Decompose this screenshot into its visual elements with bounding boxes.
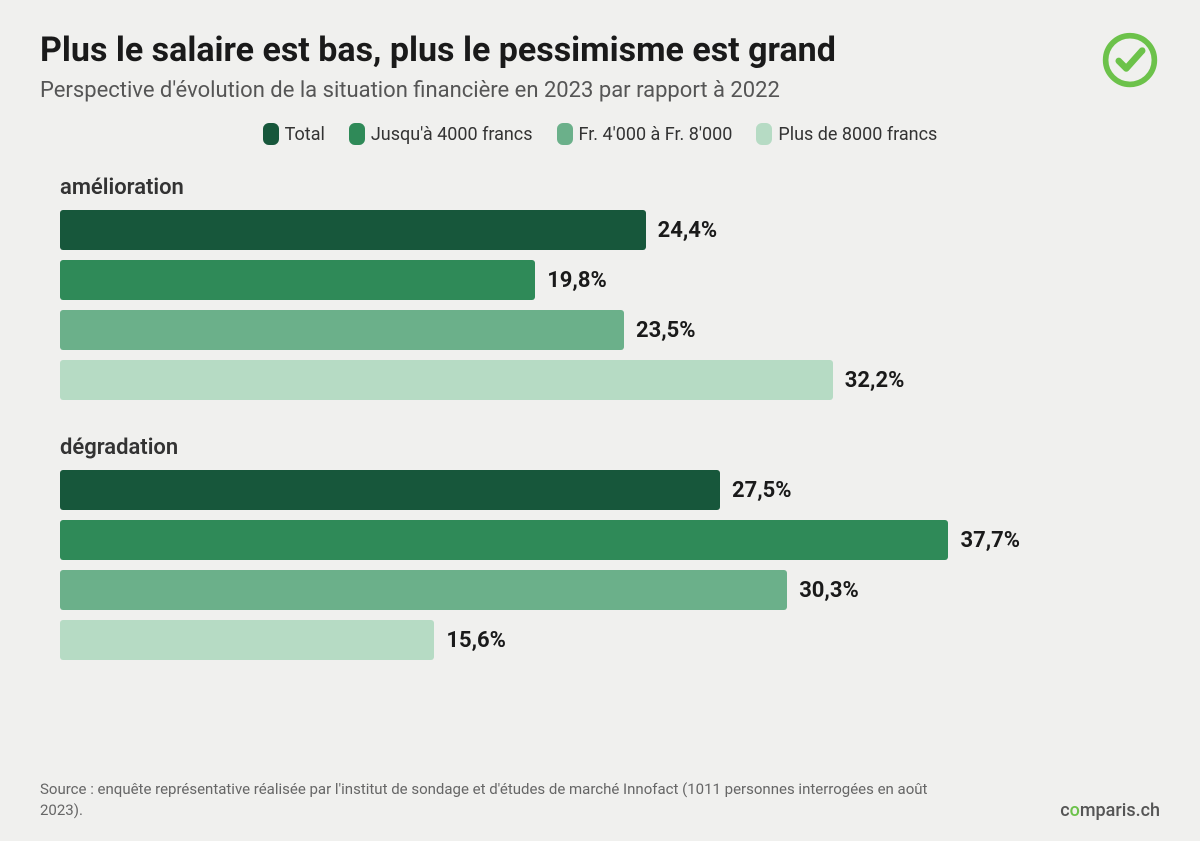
brand-prefix: c: [1060, 800, 1069, 821]
bar-container: 15,6%: [60, 620, 1020, 660]
bar-container: 24,4%: [60, 210, 1020, 250]
bar: [60, 520, 948, 560]
value-label: 23,5%: [636, 318, 696, 343]
legend-label: Jusqu'à 4000 francs: [371, 124, 533, 145]
value-label: 37,7%: [960, 528, 1020, 553]
chart-title: Plus le salaire est bas, plus le pessimi…: [40, 30, 1080, 70]
bar-container: 30,3%: [60, 570, 1020, 610]
bar-row: 32,2%: [60, 360, 1160, 400]
group-label: amélioration: [60, 175, 1160, 200]
bar-container: 19,8%: [60, 260, 1020, 300]
legend-swatch: [349, 123, 365, 145]
legend-item: Plus de 8000 francs: [756, 123, 937, 145]
bar-row: 15,6%: [60, 620, 1160, 660]
legend-label: Total: [285, 124, 325, 145]
bar-chart: amélioration 24,4% 19,8% 23,5% 32,2% dégradat…: [40, 175, 1160, 660]
bar-row: 23,5%: [60, 310, 1160, 350]
bar: [60, 570, 787, 610]
brand-suffix: mparis.ch: [1080, 800, 1160, 821]
bar-row: 37,7%: [60, 520, 1160, 560]
bar-row: 19,8%: [60, 260, 1160, 300]
bar: [60, 260, 535, 300]
header: Plus le salaire est bas, plus le pessimi…: [40, 30, 1160, 103]
bar-row: 24,4%: [60, 210, 1160, 250]
bar-row: 30,3%: [60, 570, 1160, 610]
value-label: 24,4%: [658, 218, 718, 243]
legend-swatch: [756, 123, 772, 145]
chart-group: amélioration 24,4% 19,8% 23,5% 32,2%: [60, 175, 1160, 400]
bar-container: 37,7%: [60, 520, 1020, 560]
legend: Total Jusqu'à 4000 francs Fr. 4'000 à Fr. …: [40, 123, 1160, 145]
value-label: 32,2%: [845, 368, 905, 393]
brand-logo-icon: [1100, 30, 1160, 90]
value-label: 15,6%: [446, 628, 506, 653]
source-text: Source : enquête représentative réalisée…: [40, 779, 940, 821]
footer: Source : enquête représentative réalisée…: [40, 779, 1160, 821]
legend-label: Fr. 4'000 à Fr. 8'000: [579, 124, 733, 145]
bar-container: 32,2%: [60, 360, 1020, 400]
bar-container: 27,5%: [60, 470, 1020, 510]
bar: [60, 310, 624, 350]
brand-accent-o: o: [1070, 800, 1080, 821]
value-label: 19,8%: [547, 268, 607, 293]
chart-subtitle: Perspective d'évolution de la situation …: [40, 78, 1080, 103]
legend-swatch: [557, 123, 573, 145]
value-label: 30,3%: [799, 578, 859, 603]
header-text: Plus le salaire est bas, plus le pessimi…: [40, 30, 1080, 103]
legend-item: Fr. 4'000 à Fr. 8'000: [557, 123, 733, 145]
bar: [60, 620, 434, 660]
value-label: 27,5%: [732, 478, 792, 503]
bar-container: 23,5%: [60, 310, 1020, 350]
bar-row: 27,5%: [60, 470, 1160, 510]
legend-swatch: [263, 123, 279, 145]
bar: [60, 210, 646, 250]
bar: [60, 360, 833, 400]
bar: [60, 470, 720, 510]
legend-item: Jusqu'à 4000 francs: [349, 123, 533, 145]
legend-label: Plus de 8000 francs: [778, 124, 937, 145]
brand-text: comparis.ch: [1060, 800, 1160, 821]
group-label: dégradation: [60, 435, 1160, 460]
legend-item: Total: [263, 123, 325, 145]
chart-group: dégradation 27,5% 37,7% 30,3% 15,6%: [60, 435, 1160, 660]
